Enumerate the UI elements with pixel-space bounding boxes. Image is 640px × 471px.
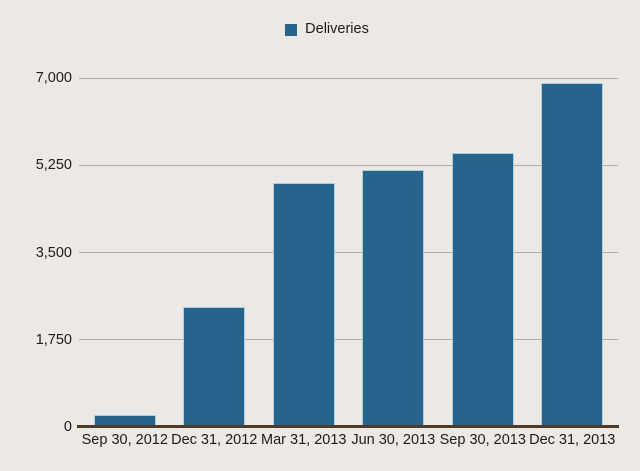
legend-swatch	[285, 23, 298, 36]
x-tick-label: Dec 31, 2013	[529, 432, 616, 448]
legend-label: Deliveries	[305, 21, 369, 37]
bar-jun-30-2013	[362, 170, 425, 427]
bar-sep-30-2012	[93, 414, 156, 427]
x-tick-label: Sep 30, 2012	[81, 432, 168, 448]
bar-dec-31-2013	[541, 82, 604, 427]
x-tick-label: Sep 30, 2013	[439, 432, 526, 448]
x-axis-line	[77, 425, 619, 428]
y-tick-label: 5,250	[35, 157, 72, 174]
gridline	[79, 77, 618, 79]
y-tick-label: 0	[63, 419, 72, 435]
legend: Deliveries	[0, 22, 640, 38]
y-tick-label: 1,750	[35, 331, 72, 348]
gridline	[79, 339, 618, 341]
bar-dec-31-2012	[183, 307, 246, 427]
y-tick-label: 7,000	[35, 70, 72, 86]
y-tick-label: 3,500	[35, 244, 72, 261]
bar-mar-31-2013	[272, 182, 335, 427]
x-tick-label: Jun 30, 2013	[351, 432, 436, 448]
x-tick-label: Dec 31, 2012	[171, 432, 258, 448]
x-tick-label: Mar 31, 2013	[261, 432, 347, 448]
gridline	[79, 164, 618, 166]
bar-sep-30-2013	[451, 152, 514, 427]
gridline	[79, 252, 618, 253]
